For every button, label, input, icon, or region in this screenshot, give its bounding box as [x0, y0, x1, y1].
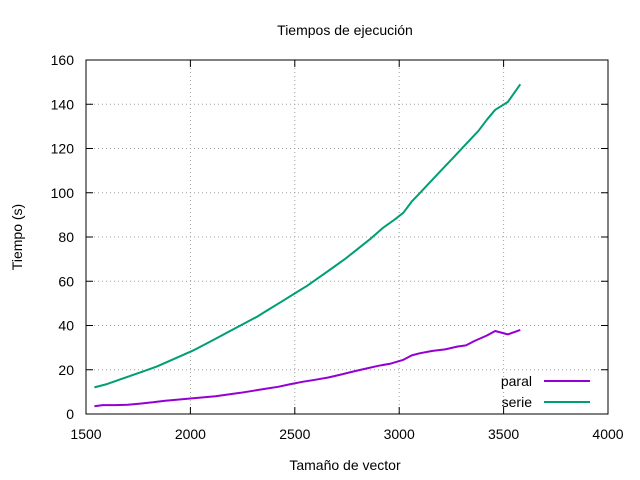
grid-lines: [86, 60, 608, 414]
y-tick-label: 60: [58, 273, 74, 289]
y-tick-label: 20: [58, 362, 74, 378]
x-tick-label: 1500: [70, 426, 101, 442]
y-tick-label: 100: [51, 185, 75, 201]
legend-label-serie: serie: [502, 394, 533, 410]
x-tick-label: 3500: [488, 426, 519, 442]
legend: paral serie: [501, 373, 590, 410]
x-tick-label: 2500: [279, 426, 310, 442]
y-tick-label: 120: [51, 141, 75, 157]
legend-label-paral: paral: [501, 373, 532, 389]
x-tick-label: 3000: [384, 426, 415, 442]
x-axis-title: Tamaño de vector: [289, 457, 401, 473]
y-tick-label: 80: [58, 229, 74, 245]
series-layer: [94, 83, 522, 408]
series-line-paral: [94, 328, 521, 408]
series-line-serie: [94, 83, 522, 389]
axis-ticks: 1500 2000 2500 3000 3500 4000 0 20 40 60 80 100 120 1…: [51, 52, 624, 442]
x-tick-label: 4000: [592, 426, 623, 442]
chart-title: Tiempos de ejecución: [277, 22, 413, 38]
y-tick-label: 160: [51, 52, 75, 68]
y-tick-label: 0: [66, 406, 74, 422]
y-tick-label: 140: [51, 96, 75, 112]
y-axis-title: Tiempo (s): [9, 204, 25, 270]
x-tick-label: 2000: [175, 426, 206, 442]
y-tick-label: 40: [58, 318, 74, 334]
